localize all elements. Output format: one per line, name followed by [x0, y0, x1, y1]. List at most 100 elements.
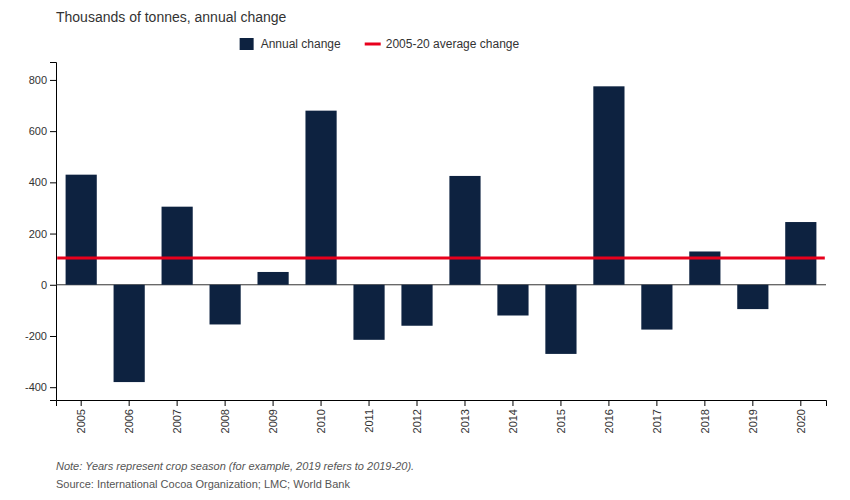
note: Note: Years represent crop season (for e…	[56, 460, 414, 472]
x-tick-mark	[369, 400, 370, 406]
y-tick-label: 0	[41, 279, 47, 291]
y-tick-label: 200	[29, 228, 47, 240]
plot-area: -400-20002004006008002005200620072008200…	[25, 63, 827, 434]
bar	[449, 176, 480, 285]
y-tick-mark	[50, 234, 56, 235]
x-tick: 2007	[171, 400, 183, 433]
x-tick-label: 2009	[267, 409, 279, 433]
bar	[257, 272, 288, 285]
x-tick-label: 2017	[651, 409, 663, 433]
legend-label: 2005-20 average change	[386, 37, 520, 51]
y-tick: 0	[41, 279, 56, 291]
y-tick: 800	[29, 74, 56, 86]
x-tick: 2017	[651, 400, 663, 433]
x-tick: 2015	[555, 400, 567, 433]
y-tick: -400	[25, 381, 56, 393]
legend-swatch	[240, 38, 254, 50]
y-tick-mark	[50, 80, 56, 81]
average-line	[57, 256, 825, 259]
x-tick-label: 2014	[507, 409, 519, 433]
x-tick: 2016	[603, 400, 615, 433]
x-axis: 2005 2006 2007 2008 2009 2010 2011 2012 2013 2014…	[57, 400, 827, 433]
x-tick-mark	[129, 400, 130, 406]
x-tick: 2010	[315, 400, 327, 433]
y-tick-mark	[50, 131, 56, 132]
x-tick-mark	[512, 400, 513, 406]
x-tick-label: 2007	[171, 409, 183, 433]
legend-item: Annual change	[240, 37, 341, 51]
x-tick-label: 2016	[603, 409, 615, 433]
chart: -400-20002004006008002005200620072008200…	[0, 0, 850, 500]
x-tick-mark	[752, 400, 753, 406]
x-tick: 2012	[411, 400, 423, 433]
y-tick: 600	[29, 125, 56, 137]
y-axis-line	[50, 63, 57, 401]
y-tick-mark	[50, 182, 56, 183]
x-tick-mark	[177, 400, 178, 406]
x-tick: 2013	[459, 400, 471, 433]
bar	[66, 175, 97, 285]
y-tick: -200	[25, 330, 56, 342]
x-tick-label: 2019	[747, 409, 759, 433]
y-tick-mark	[50, 336, 56, 337]
y-tick-label: -200	[25, 330, 47, 342]
y-tick-label: -400	[25, 381, 47, 393]
x-tick: 2020	[795, 400, 807, 433]
x-tick-mark	[464, 400, 465, 406]
x-tick-mark	[656, 400, 657, 406]
legend-item: 2005-20 average change	[365, 37, 520, 51]
x-tick: 2008	[219, 400, 231, 433]
x-tick-mark	[704, 400, 705, 406]
x-tick: 2014	[507, 400, 519, 433]
x-tick-label: 2012	[411, 409, 423, 433]
bar	[353, 285, 384, 340]
x-tick-label: 2020	[795, 409, 807, 433]
x-tick-mark	[800, 400, 801, 406]
bar	[737, 285, 768, 309]
bar	[785, 222, 816, 285]
x-tick-mark	[608, 400, 609, 406]
x-tick: 2019	[747, 400, 759, 433]
x-tick: 2006	[123, 400, 135, 433]
x-tick-label: 2008	[219, 409, 231, 433]
x-tick: 2005	[75, 400, 87, 433]
x-tick-mark	[560, 400, 561, 406]
legend-label: Annual change	[261, 37, 341, 51]
bar	[641, 285, 672, 330]
x-tick: 2009	[267, 400, 279, 433]
bar	[401, 285, 432, 326]
x-tick-label: 2006	[123, 409, 135, 433]
y-tick-label: 600	[29, 125, 47, 137]
bar	[497, 285, 528, 316]
y-axis: -400 -200 0 200 400 600 800	[25, 63, 57, 401]
bar	[210, 285, 241, 325]
x-tick-label: 2011	[363, 409, 375, 433]
bar	[114, 285, 145, 382]
title: Thousands of tonnes, annual change	[56, 9, 287, 25]
x-axis-line	[57, 401, 827, 407]
x-tick-mark	[225, 400, 226, 406]
x-tick-mark	[321, 400, 322, 406]
y-tick-label: 400	[29, 176, 47, 188]
legend: Annual change 2005-20 average change	[240, 37, 520, 51]
x-tick-label: 2005	[75, 409, 87, 433]
y-tick: 400	[29, 176, 56, 188]
x-tick: 2018	[699, 400, 711, 433]
x-tick-mark	[417, 400, 418, 406]
y-tick-mark	[50, 285, 56, 286]
x-tick-label: 2013	[459, 409, 471, 433]
bar	[545, 285, 576, 354]
x-tick-label: 2018	[699, 409, 711, 433]
y-tick: 200	[29, 228, 56, 240]
marks	[56, 86, 826, 382]
x-tick-label: 2010	[315, 409, 327, 433]
legend-swatch	[365, 43, 381, 46]
y-tick-mark	[50, 387, 56, 388]
source: Source: International Cocoa Organization…	[56, 478, 350, 490]
bar	[162, 207, 193, 285]
bar	[593, 86, 624, 284]
x-tick: 2011	[363, 400, 375, 433]
x-tick-label: 2015	[555, 409, 567, 433]
y-tick-label: 800	[29, 74, 47, 86]
x-tick-mark	[273, 400, 274, 406]
